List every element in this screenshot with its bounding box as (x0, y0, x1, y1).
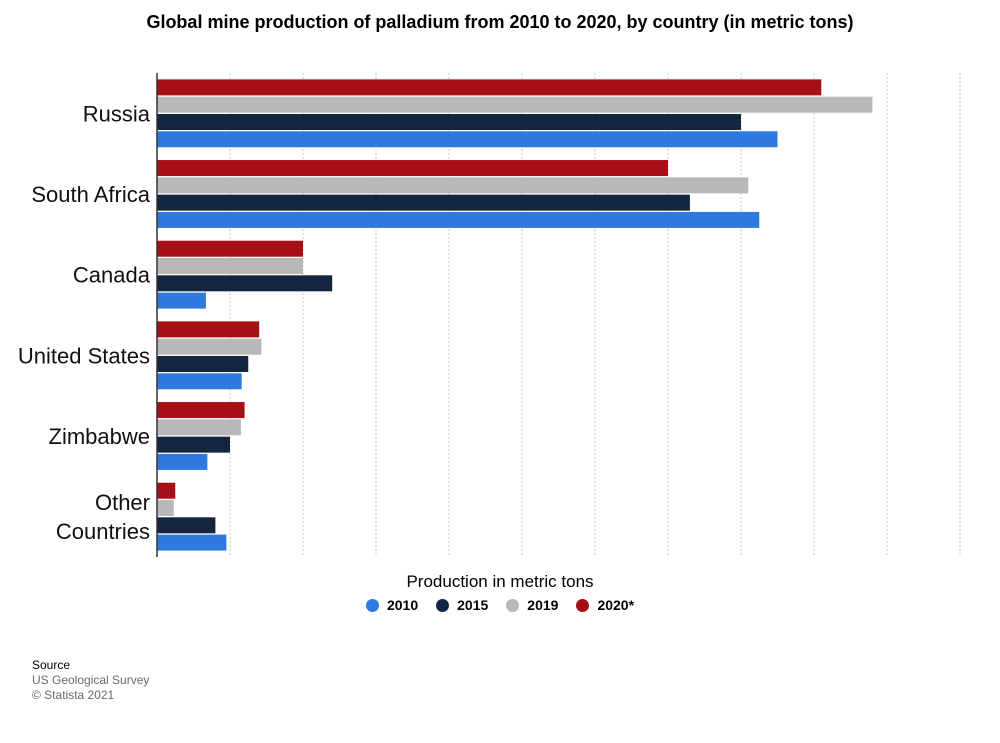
category-label: Zimbabwe (49, 424, 150, 449)
bar-zimbabwe-2015[interactable] (157, 436, 230, 453)
category-label: Russia (83, 101, 151, 126)
category-label: United States (18, 343, 150, 368)
bar-south-africa-2015[interactable] (157, 194, 690, 211)
legend-label: 2015 (457, 597, 489, 613)
legend-item-2015[interactable]: 2015 (436, 597, 488, 613)
bar-russia-2015[interactable] (157, 113, 741, 130)
bar-canada-2019[interactable] (157, 258, 303, 275)
legend-item-2019[interactable]: 2019 (506, 597, 558, 613)
x-axis-label: Production in metric tons (406, 572, 594, 591)
bar-zimbabwe-2020[interactable] (157, 402, 245, 419)
category-label: Other Countries (56, 490, 150, 544)
bar-canada-2010[interactable] (157, 292, 206, 309)
bar-south-africa-2020[interactable] (157, 160, 668, 177)
bar-russia-2019[interactable] (157, 96, 873, 113)
bar-canada-2020[interactable] (157, 240, 303, 257)
chart-title: Global mine production of palladium from… (146, 12, 854, 32)
bar-zimbabwe-2019[interactable] (157, 419, 241, 436)
bar-russia-2020[interactable] (157, 79, 822, 96)
bar-south-africa-2019[interactable] (157, 177, 749, 194)
legend-label: 2020* (597, 597, 635, 613)
bar-russia-2010[interactable] (157, 131, 778, 148)
bar-united-states-2019[interactable] (157, 338, 262, 355)
bar-other-countries-2020[interactable] (157, 482, 176, 499)
bar-other-countries-2010[interactable] (157, 534, 227, 551)
bar-other-countries-2019[interactable] (157, 500, 174, 517)
legend-dot-icon (365, 598, 379, 612)
legend-dot-icon (576, 598, 590, 612)
legend-label: 2010 (386, 597, 419, 613)
legend-dot-icon (506, 598, 520, 612)
legend-items: 2010 2015 2019 2020* (0, 597, 1000, 613)
source-block: Source US Geological Survey © Statista 2… (32, 658, 149, 703)
bar-united-states-2020[interactable] (157, 321, 260, 338)
source-org: US Geological Survey (32, 673, 150, 687)
legend-label: 2019 (527, 597, 559, 613)
category-label: Canada (73, 263, 151, 288)
legend-dot-icon (436, 598, 450, 612)
source-heading: Source (32, 658, 71, 672)
legend: Production in metric tons 2010 2015 2019 20… (0, 572, 1000, 613)
legend-item-2010[interactable]: 2010 (365, 597, 419, 613)
legend-item-2020[interactable]: 2020* (576, 597, 634, 613)
bar-south-africa-2010[interactable] (157, 211, 760, 228)
bar-united-states-2010[interactable] (157, 373, 242, 390)
bar-united-states-2015[interactable] (157, 355, 249, 372)
bar-other-countries-2015[interactable] (157, 517, 216, 534)
source-copyright: © Statista 2021 (32, 688, 115, 702)
category-label: South Africa (31, 182, 150, 207)
bar-zimbabwe-2010[interactable] (157, 453, 208, 470)
bar-canada-2015[interactable] (157, 275, 333, 292)
